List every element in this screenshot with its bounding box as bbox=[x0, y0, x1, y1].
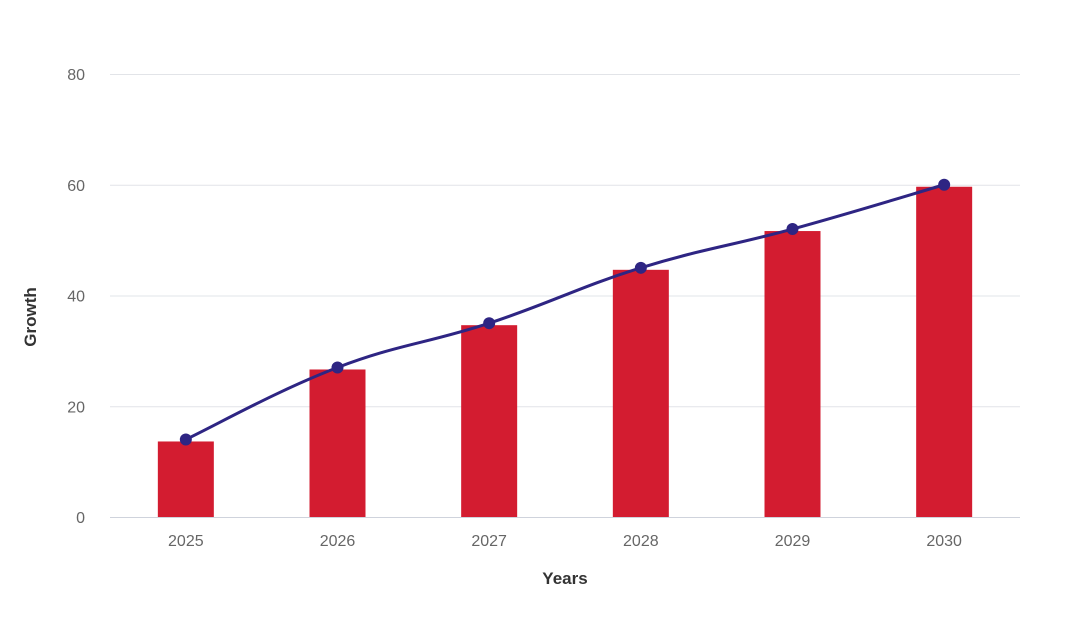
y-tick-label: 20 bbox=[67, 399, 85, 416]
line-point bbox=[786, 223, 799, 236]
bar bbox=[916, 186, 973, 517]
x-tick-label: 2025 bbox=[168, 533, 204, 550]
line-point bbox=[483, 317, 496, 330]
x-axis-ticks: 2025 2026 2027 2028 2029 2030 bbox=[168, 533, 962, 550]
line-point bbox=[179, 433, 192, 446]
line-path bbox=[185, 183, 945, 441]
bars bbox=[157, 186, 973, 518]
y-axis-label: Growth bbox=[21, 287, 40, 347]
line-series bbox=[179, 178, 951, 446]
y-tick-label: 60 bbox=[67, 178, 85, 195]
y-tick-label: 80 bbox=[67, 67, 85, 84]
x-tick-label: 2026 bbox=[320, 533, 356, 550]
line-point bbox=[938, 178, 951, 191]
gridlines bbox=[110, 74, 1020, 408]
line-point bbox=[331, 361, 344, 374]
x-tick-label: 2030 bbox=[926, 533, 962, 550]
x-tick-label: 2028 bbox=[623, 533, 659, 550]
x-tick-label: 2027 bbox=[471, 533, 507, 550]
line-point bbox=[634, 261, 647, 274]
y-axis-ticks: 0 20 40 60 80 bbox=[67, 67, 85, 527]
x-tick-label: 2029 bbox=[775, 533, 811, 550]
bar bbox=[157, 441, 214, 517]
bar bbox=[764, 231, 821, 518]
y-tick-label: 40 bbox=[67, 289, 85, 306]
x-axis-label: Years bbox=[542, 569, 587, 588]
y-tick-label: 0 bbox=[76, 510, 85, 527]
bar bbox=[461, 325, 518, 517]
bar bbox=[309, 369, 366, 517]
bar bbox=[612, 269, 669, 517]
